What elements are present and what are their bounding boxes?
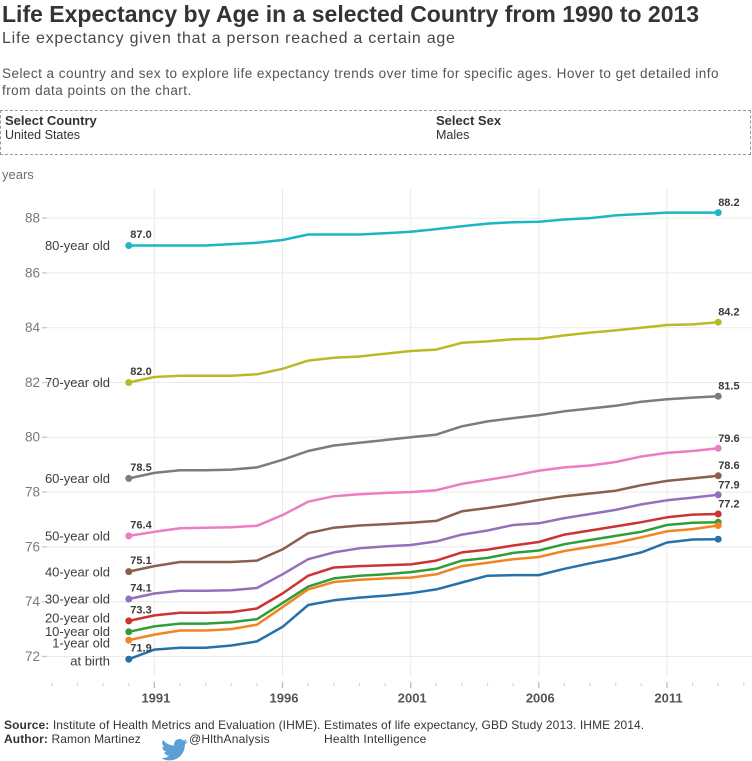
svg-text:74.1: 74.1: [130, 583, 151, 595]
svg-text:75.1: 75.1: [130, 555, 151, 567]
svg-text:70-year old: 70-year old: [45, 375, 110, 390]
svg-text:78.6: 78.6: [718, 460, 739, 472]
svg-text:81.5: 81.5: [718, 381, 739, 393]
svg-text:71.9: 71.9: [130, 643, 151, 655]
svg-text:50-year old: 50-year old: [45, 529, 110, 544]
svg-text:88.2: 88.2: [718, 197, 739, 209]
svg-text:87.0: 87.0: [130, 229, 151, 241]
svg-text:60-year old: 60-year old: [45, 471, 110, 486]
svg-text:78.5: 78.5: [130, 462, 151, 474]
svg-text:74: 74: [25, 594, 41, 609]
svg-text:79.6: 79.6: [718, 433, 739, 445]
svg-text:2011: 2011: [654, 691, 682, 706]
svg-text:30-year old: 30-year old: [45, 592, 110, 607]
svg-text:1991: 1991: [141, 691, 170, 706]
svg-text:40-year old: 40-year old: [45, 564, 110, 579]
svg-text:1996: 1996: [270, 691, 299, 706]
svg-text:82.0: 82.0: [130, 366, 151, 378]
svg-text:1-year old: 1-year old: [52, 636, 110, 651]
svg-text:77.2: 77.2: [718, 499, 739, 511]
svg-text:72: 72: [25, 649, 40, 664]
svg-text:80: 80: [25, 430, 40, 445]
svg-text:20-year old: 20-year old: [45, 611, 110, 626]
svg-text:2006: 2006: [526, 691, 555, 706]
svg-text:84.2: 84.2: [718, 307, 739, 319]
svg-text:76: 76: [25, 539, 40, 554]
svg-text:77.9: 77.9: [718, 479, 739, 491]
svg-text:73.3: 73.3: [130, 604, 151, 616]
svg-text:10-year old: 10-year old: [45, 624, 110, 639]
svg-text:76.4: 76.4: [130, 519, 152, 531]
svg-text:82: 82: [25, 375, 40, 390]
svg-text:86: 86: [25, 265, 40, 280]
svg-text:2001: 2001: [398, 691, 427, 706]
svg-text:at birth: at birth: [70, 654, 110, 669]
svg-text:88: 88: [25, 211, 40, 226]
svg-text:80-year old: 80-year old: [45, 238, 110, 253]
svg-text:84: 84: [25, 320, 41, 335]
svg-text:78: 78: [25, 485, 40, 500]
